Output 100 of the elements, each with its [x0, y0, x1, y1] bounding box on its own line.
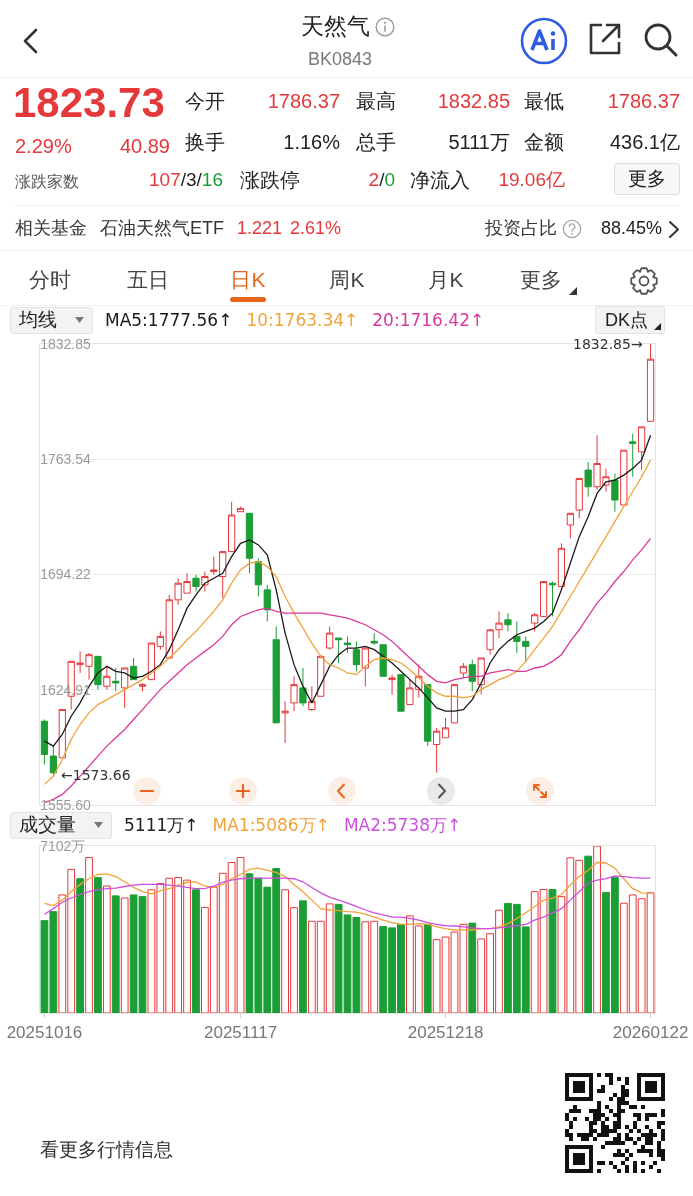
text: 天然气 [300, 13, 370, 41]
candlestick [308, 685, 316, 712]
candlestick [620, 449, 628, 506]
text: 40.89 [119, 134, 170, 158]
candlestick [611, 472, 619, 513]
candlestick [566, 512, 574, 539]
bar [584, 855, 593, 1013]
candlestick [290, 675, 298, 712]
button: DK点 [595, 306, 665, 334]
text: 金额 [524, 130, 564, 154]
candlestick [299, 667, 307, 707]
x-tick-label: 20251016 [6, 1023, 83, 1043]
button: 更多 [614, 163, 680, 195]
text: MA2:5738万↑ [343, 813, 462, 837]
candlestick [201, 571, 209, 592]
candlestick [388, 674, 396, 696]
text: 20:1716.42↑ [372, 310, 485, 330]
candlestick [245, 512, 254, 574]
candlestick [424, 684, 432, 747]
candlestick [103, 665, 111, 691]
text: 更多 [520, 267, 562, 293]
text: 2/0 [368, 168, 395, 190]
candlestick [272, 625, 280, 724]
candlestick [317, 654, 325, 697]
bar [94, 877, 102, 1013]
text: 总手 [356, 130, 396, 154]
candlestick [433, 727, 441, 774]
candlestick [334, 637, 343, 664]
text: 净流入 [410, 168, 470, 192]
text: 相关基金 [15, 218, 87, 240]
x-tick-label: 20251117 [203, 1023, 278, 1043]
candlestick [281, 700, 289, 744]
text: 1.16% [283, 130, 340, 154]
candlestick [352, 640, 361, 672]
y-tick-label: 1763.54 [40, 451, 92, 468]
text: 436.1亿 [609, 130, 680, 154]
candlestick [192, 574, 200, 592]
text: 1.221 [237, 218, 283, 240]
bar [593, 846, 601, 1013]
text: 涨跌停 [240, 168, 300, 192]
candlestick [646, 344, 655, 422]
text: 1786.37 [607, 89, 680, 113]
legend-title: 成交量 [19, 813, 76, 837]
text: 涨跌家数 [15, 172, 79, 192]
candlestick [254, 557, 262, 597]
text: 10:1763.34↑ [246, 310, 359, 330]
text: MA1:5086万↑ [212, 813, 330, 837]
text: 最高 [356, 89, 396, 113]
text: 88.45% [600, 218, 662, 240]
bar [548, 889, 557, 1013]
x-tick-label: 20251218 [407, 1023, 484, 1043]
legend-title: 均线 [19, 308, 57, 332]
candlestick [504, 612, 512, 632]
dropdown: 成交量 [10, 811, 112, 839]
candlestick [584, 461, 592, 498]
candlestick [370, 632, 378, 646]
candlestick [629, 433, 637, 478]
text: 1786.37 [267, 89, 340, 113]
bar [85, 857, 93, 1013]
text: 周K [329, 267, 365, 293]
bar [120, 897, 129, 1013]
text: 石油天然气ETF [100, 218, 224, 240]
text: 5111万 [448, 130, 510, 154]
candlestick [49, 745, 57, 776]
candlestick [112, 667, 120, 692]
text: 1823.73 [13, 77, 165, 128]
text: BK0843 [307, 49, 373, 71]
candlestick [548, 581, 557, 617]
candlestick [326, 625, 334, 651]
y-tick-label: 7102万 [40, 837, 86, 854]
bar [192, 889, 200, 1013]
candlestick [121, 667, 129, 709]
text: 分时 [29, 267, 71, 293]
candlestick [228, 501, 236, 553]
bar [299, 900, 307, 1013]
candlestick [531, 612, 539, 632]
candlestick [575, 477, 583, 519]
text: 五日 [127, 267, 169, 293]
candlestick [638, 426, 646, 471]
y-tick-label: 1832.85 [40, 335, 92, 352]
text: 1832.85 [437, 89, 510, 113]
candlestick [441, 717, 450, 739]
text: MA5:1777.56↑ [105, 310, 233, 330]
y-tick-label: 1555.60 [40, 796, 92, 813]
bar [111, 895, 120, 1013]
candlestick [450, 684, 459, 724]
candlestick [94, 655, 102, 691]
y-tick-label: 1694.22 [40, 566, 92, 583]
candlestick [397, 674, 405, 712]
candlestick [379, 644, 387, 677]
candlestick [539, 581, 548, 617]
candlestick [459, 662, 467, 679]
text: 月K [428, 267, 464, 293]
candlestick [263, 584, 271, 622]
x-tick-label: 20260122 [612, 1023, 689, 1043]
text: 换手 [185, 130, 225, 154]
candlestick [557, 542, 566, 588]
text: 最低 [524, 89, 564, 113]
candlestick [138, 682, 147, 692]
text: 19.06亿 [498, 168, 565, 192]
